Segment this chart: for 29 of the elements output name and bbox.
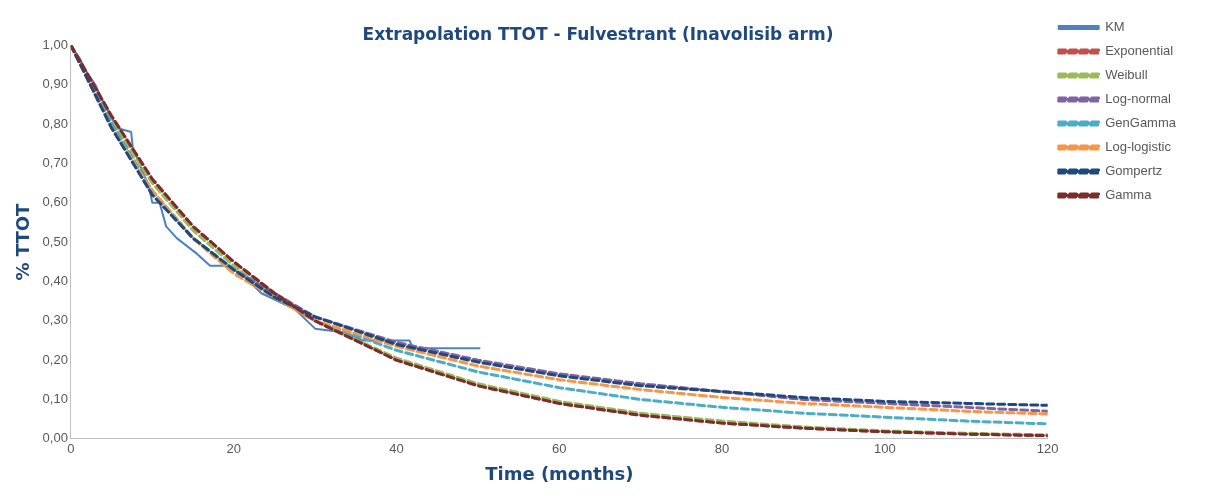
x-tick-label: 80 [714, 441, 730, 457]
y-tick-label: 0,10 [42, 391, 68, 407]
y-tick-label: 0,20 [42, 351, 68, 367]
x-axis-title: Time (months) [485, 462, 634, 484]
x-tick-label: 120 [1036, 441, 1059, 457]
y-tick-label: 0,90 [42, 76, 68, 92]
legend-label: Exponential [1105, 43, 1174, 59]
x-tick-label: 20 [226, 441, 241, 457]
chart-title: Extrapolation TTOT - Fulvestrant (Inavolisib arm) [362, 23, 834, 44]
legend-label: Log-logistic [1105, 139, 1172, 155]
y-tick-label: 0,70 [42, 155, 68, 170]
x-tick-label: 60 [552, 441, 567, 457]
y-axis-title: % TTOT [12, 202, 34, 281]
y-tick-label: 0,30 [42, 312, 68, 328]
legend-label: Weibull [1105, 67, 1148, 83]
y-tick-label: 0,00 [42, 430, 68, 446]
y-tick-label: 0,60 [42, 194, 68, 210]
y-tick-label: 0,40 [42, 273, 68, 289]
y-tick-label: 1,00 [42, 36, 68, 52]
y-tick-label: 0,50 [42, 233, 68, 249]
x-tick-label: 0 [67, 441, 75, 457]
x-tick-label: 40 [389, 441, 404, 457]
y-tick-label: 0,80 [42, 115, 68, 131]
legend-label: GenGamma [1105, 115, 1177, 131]
legend-label: Log-normal [1105, 91, 1172, 107]
legend-label: KM [1105, 19, 1125, 35]
legend-label: Gompertz [1105, 163, 1163, 179]
legend-label: Gamma [1105, 187, 1153, 203]
x-tick-label: 100 [874, 441, 896, 457]
